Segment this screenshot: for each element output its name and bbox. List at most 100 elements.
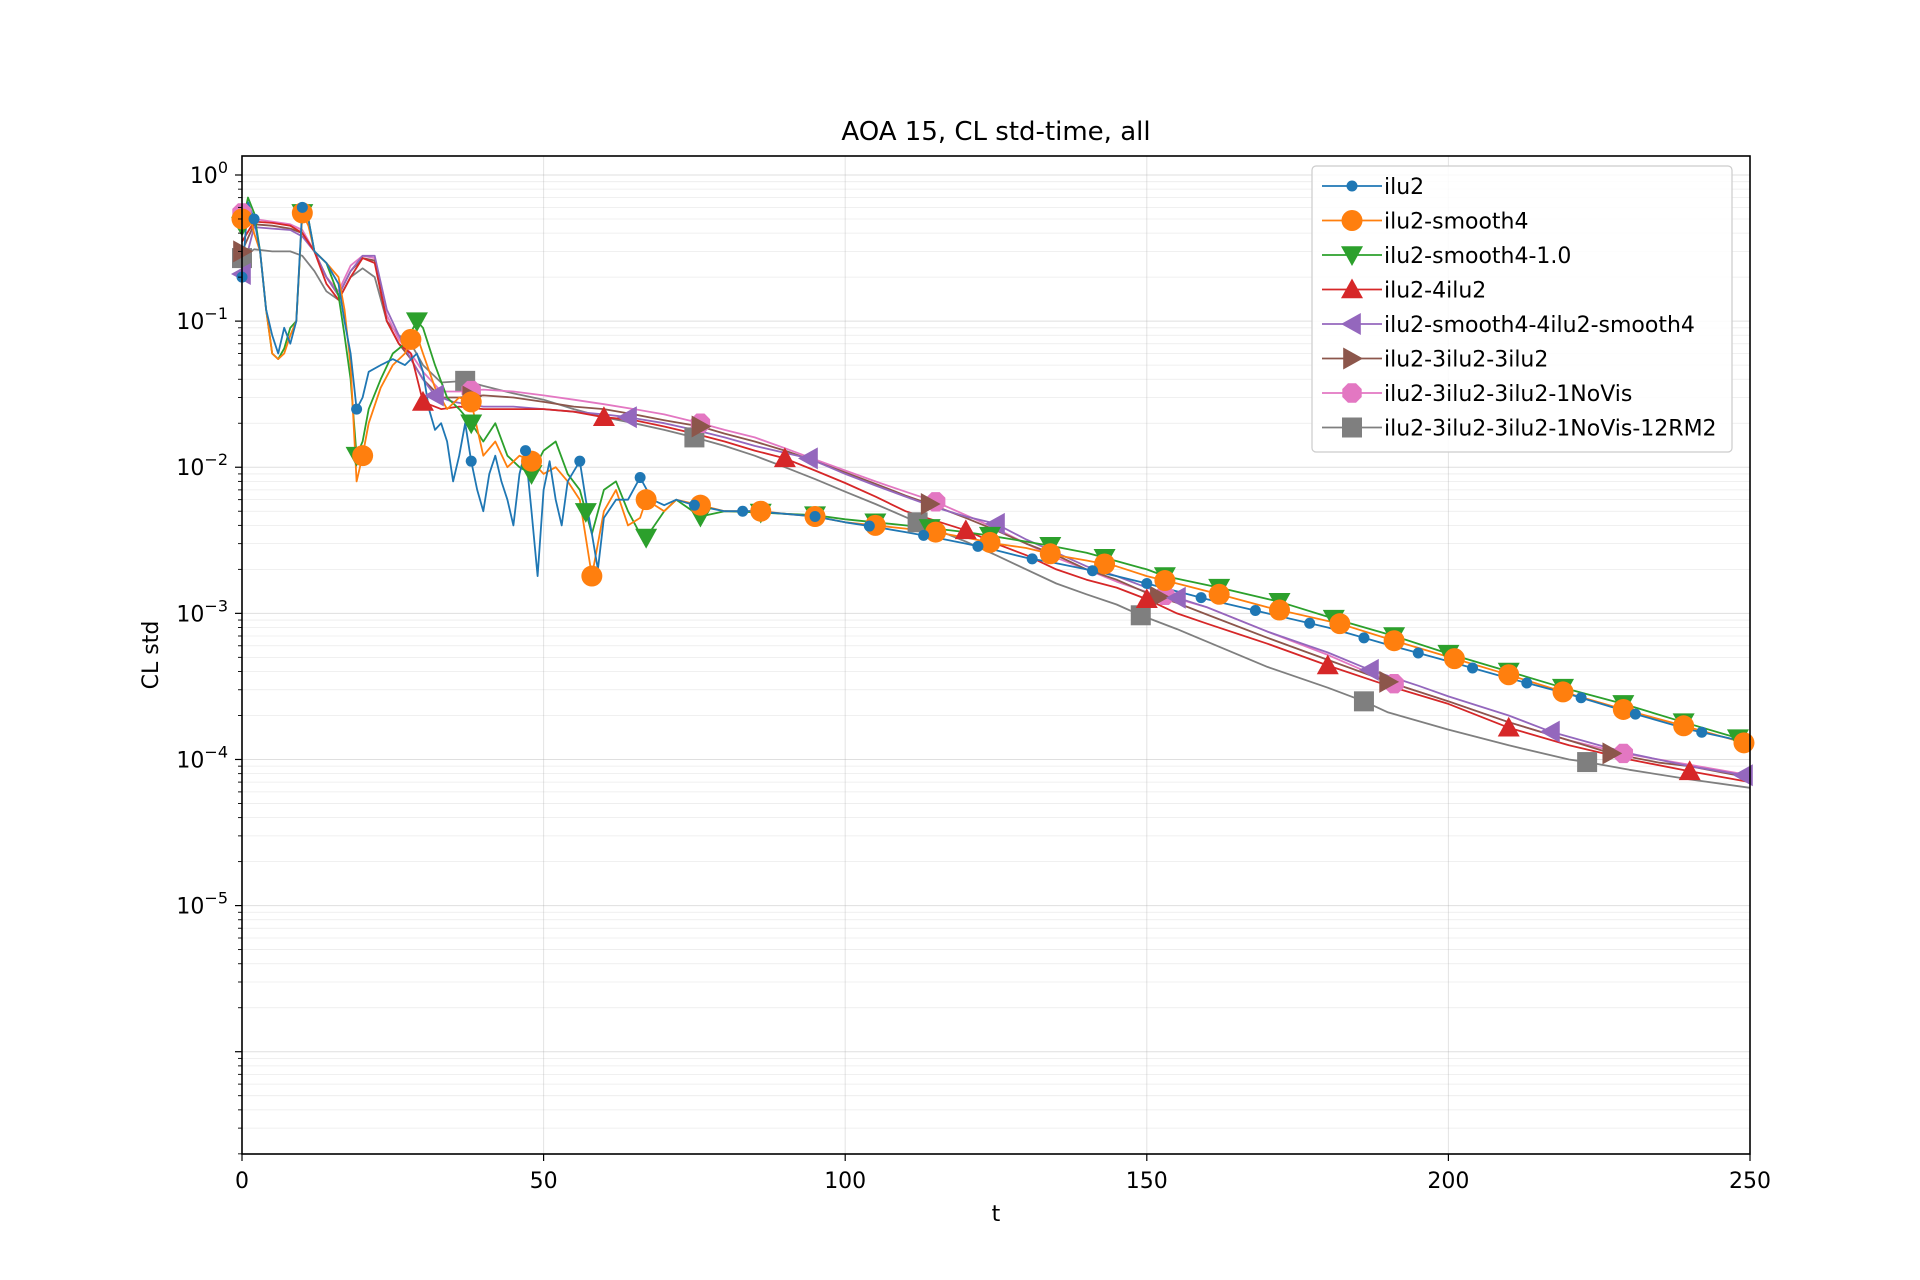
series-marker-4 [1732, 764, 1753, 787]
series-marker-0 [737, 505, 749, 517]
series-marker-5 [1150, 585, 1170, 608]
series-lines [241, 196, 1751, 789]
series-marker-4 [424, 384, 444, 407]
series-markers [231, 201, 1755, 787]
series-marker-3 [592, 406, 615, 427]
legend-marker [1343, 347, 1363, 370]
series-marker-4 [1539, 720, 1560, 743]
legend-entry-label: ilu2-smooth4-1.0 [1384, 244, 1571, 269]
series-marker-3 [411, 390, 434, 411]
series-marker-0 [1087, 565, 1099, 577]
legend-marker [1341, 278, 1363, 299]
series-marker-1 [1383, 630, 1405, 652]
legend-entry-label: ilu2-3ilu2-3ilu2-1NoVis-12RM2 [1384, 417, 1717, 442]
series-marker-0 [1629, 708, 1641, 720]
series-marker-6 [1613, 743, 1634, 764]
series-marker-3 [1497, 716, 1520, 737]
series-marker-0 [688, 499, 700, 511]
x-tick-label: 200 [1427, 1169, 1469, 1194]
series-marker-0 [296, 201, 308, 213]
series-marker-3 [954, 519, 977, 540]
series-marker-4 [798, 447, 818, 470]
legend-entry-label: ilu2-4ilu2 [1384, 279, 1486, 304]
series-marker-7 [1130, 605, 1151, 626]
series-marker-7 [1577, 752, 1598, 773]
legend: ilu2 ilu2-smooth4 ilu2-smooth4-1.0 ilu2-4il… [1311, 165, 1733, 453]
series-marker-0 [1521, 677, 1533, 689]
series-marker-0 [1358, 632, 1370, 644]
series-marker-0 [863, 520, 875, 532]
series-line-0 [241, 201, 1751, 744]
series-marker-5 [1379, 670, 1400, 693]
y-axis-label: CL std [139, 621, 164, 690]
series-marker-5 [1602, 742, 1623, 765]
series-marker-0 [351, 403, 363, 415]
series-marker-1 [925, 521, 947, 543]
y-tick-label: 100 [190, 158, 228, 189]
series-marker-0 [1304, 617, 1316, 629]
series-marker-3 [1135, 588, 1158, 608]
series-marker-4 [1165, 586, 1186, 609]
x-tick-label: 250 [1729, 1169, 1771, 1194]
series-marker-1 [581, 565, 603, 587]
series-marker-1 [979, 531, 1001, 553]
series-marker-1 [1612, 698, 1634, 720]
series-marker-0 [1026, 553, 1038, 565]
series-marker-0 [918, 529, 930, 541]
legend-marker [1341, 246, 1363, 266]
series-marker-0 [972, 540, 984, 552]
legend-marker [1341, 210, 1363, 231]
series-marker-1 [1269, 599, 1291, 621]
series-marker-0 [1195, 592, 1207, 604]
x-tick-label: 0 [235, 1169, 249, 1194]
y-tick-label: 10−1 [176, 304, 228, 335]
series-marker-0 [1141, 578, 1153, 590]
chart-title: AOA 15, CL std-time, all [841, 117, 1150, 147]
series-marker-1 [1154, 570, 1176, 592]
series-marker-1 [1208, 583, 1230, 605]
series-marker-5 [920, 493, 941, 516]
y-axis-ticks: 100 10−1 10−2 10−3 10−4 10−5 [176, 158, 242, 1155]
legend-box [1311, 165, 1733, 453]
series-marker-7 [907, 512, 928, 533]
y-tick-label: 10−5 [176, 889, 228, 920]
series-marker-7 [1353, 691, 1374, 712]
series-marker-1 [1673, 715, 1695, 737]
series-marker-1 [352, 445, 374, 467]
series-marker-0 [1696, 726, 1708, 738]
series-marker-0 [465, 455, 477, 467]
legend-entry-label: ilu2-smooth4-4ilu2-smooth4 [1384, 313, 1695, 338]
series-line-7 [241, 248, 1751, 789]
legend-marker [1342, 383, 1362, 403]
series-marker-1 [750, 500, 772, 522]
series-marker-0 [248, 213, 260, 225]
x-axis-ticks: 0 50 100 150 200 250 [235, 1154, 1771, 1194]
legend-entry-label: ilu2-smooth4 [1384, 210, 1528, 235]
legend-marker [1342, 417, 1362, 438]
x-tick-label: 50 [530, 1169, 558, 1194]
series-marker-0 [809, 511, 821, 523]
series-marker-0 [1575, 692, 1587, 704]
series-marker-3 [1316, 654, 1339, 675]
series-marker-1 [1039, 543, 1061, 565]
series-marker-4 [617, 406, 637, 429]
series-marker-3 [773, 447, 796, 468]
x-axis-label: t [992, 1202, 1001, 1227]
legend-entry-label: ilu2-3ilu2-3ilu2-1NoVis [1384, 382, 1632, 407]
series-marker-0 [634, 472, 646, 484]
series-marker-4 [985, 512, 1005, 535]
series-marker-4 [1358, 658, 1379, 681]
series-marker-2 [405, 312, 428, 333]
series-line-3 [241, 220, 1751, 783]
series-marker-1 [1094, 553, 1116, 575]
series-marker-2 [574, 503, 597, 523]
y-tick-label: 10−4 [176, 742, 228, 773]
series-marker-1 [1443, 648, 1465, 670]
y-tick-label: 10−3 [176, 596, 228, 627]
y-tick-label: 10−2 [176, 450, 228, 481]
series-marker-5 [233, 240, 253, 263]
series-marker-1 [1733, 732, 1755, 754]
series-marker-1 [400, 328, 422, 350]
series-marker-1 [1329, 613, 1351, 635]
